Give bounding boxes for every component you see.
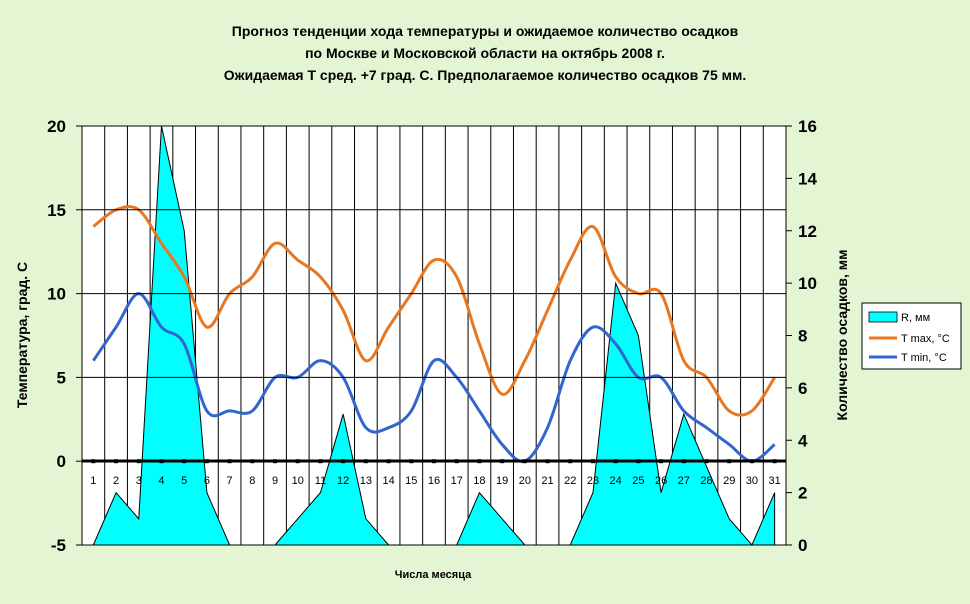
y-tick-label-right: 6	[798, 379, 807, 398]
zero-marker	[182, 459, 187, 464]
x-tick-label: 10	[292, 475, 304, 487]
day-labels: 1 2 3 4 5 6 7 8 9 10 11 12 13 14 15 16 17 18 19 20 21 22 23 24 2…	[90, 459, 781, 487]
chart-title-line-2: по Москве и Московской области на октябр…	[305, 45, 665, 61]
zero-marker	[432, 459, 436, 464]
right-axis-ticks: 0 2 4 6 8 10 12 14 16	[786, 117, 817, 555]
zero-marker	[477, 459, 482, 464]
zero-marker	[159, 459, 164, 464]
x-tick-label: 30	[746, 475, 758, 487]
chart-title-line-1: Прогноз тенденции хода температуры и ожи…	[232, 23, 739, 39]
zero-marker	[522, 459, 527, 464]
zero-marker	[545, 459, 550, 464]
x-tick-label: 5	[181, 475, 187, 487]
zero-marker	[659, 459, 664, 464]
zero-marker	[749, 459, 754, 464]
y-tick-label-right: 8	[798, 327, 807, 346]
x-tick-label: 20	[519, 475, 531, 487]
chart-title-line-3: Ожидаемая Т сред. +7 град. С. Предполага…	[224, 67, 746, 83]
legend-label-precip: R, мм	[901, 312, 930, 324]
zero-marker	[227, 459, 232, 464]
x-tick-label: 25	[632, 475, 644, 487]
y-tick-label-left: 5	[57, 368, 66, 387]
zero-marker	[341, 459, 346, 464]
vertical-grid	[104, 126, 764, 545]
x-tick-label: 1	[90, 475, 96, 487]
x-tick-label: 15	[405, 475, 417, 487]
legend-swatch-precip	[868, 311, 898, 323]
y-tick-label-right: 2	[798, 484, 807, 503]
y-tick-label-right: 4	[798, 431, 808, 450]
x-tick-label: 29	[723, 475, 735, 487]
x-tick-label: 22	[564, 475, 576, 487]
zero-marker	[273, 459, 278, 464]
x-tick-label: 31	[769, 475, 781, 487]
zero-marker	[363, 459, 368, 464]
zero-marker	[204, 459, 209, 464]
x-tick-label: 4	[158, 475, 164, 487]
zero-marker	[386, 459, 391, 464]
x-tick-label: 12	[337, 475, 349, 487]
zero-marker	[500, 459, 505, 464]
zero-marker	[114, 459, 119, 464]
x-tick-label: 19	[496, 475, 508, 487]
y-tick-label-left: -5	[51, 536, 66, 555]
zero-marker	[636, 459, 641, 464]
zero-marker	[91, 459, 96, 464]
x-tick-label: 6	[204, 475, 210, 487]
zero-marker	[454, 459, 459, 464]
y-tick-label-left: 10	[47, 285, 66, 304]
zero-marker	[704, 459, 709, 464]
x-tick-label: 3	[136, 475, 142, 487]
x-tick-label: 26	[655, 475, 667, 487]
x-tick-label: 28	[700, 475, 712, 487]
y-axis-right-title: Количество осадков, мм	[834, 250, 850, 421]
y-tick-label-right: 14	[798, 169, 817, 188]
x-tick-label: 9	[272, 475, 278, 487]
precip-area	[92, 125, 776, 546]
x-tick-label: 7	[227, 475, 233, 487]
y-axis-left-title: Температура, град. С	[14, 262, 30, 408]
x-tick-label: 27	[678, 475, 690, 487]
x-tick-label: 16	[428, 475, 440, 487]
zero-marker	[318, 459, 323, 464]
legend: R, мм T max, °C T min, °C	[861, 302, 962, 370]
zero-marker	[136, 459, 141, 464]
x-tick-label: 8	[249, 475, 255, 487]
zero-marker	[590, 459, 595, 464]
y-tick-label-left: 20	[47, 117, 66, 136]
x-tick-label: 13	[360, 475, 372, 487]
y-tick-label-left: 0	[57, 452, 66, 471]
x-tick-label: 18	[473, 475, 485, 487]
x-tick-label: 21	[541, 475, 553, 487]
x-tick-label: 24	[610, 475, 622, 487]
x-tick-label: 2	[113, 475, 119, 487]
y-tick-label-left: 15	[47, 201, 66, 220]
x-tick-label: 23	[587, 475, 599, 487]
zero-marker	[681, 459, 686, 464]
y-tick-label-right: 0	[798, 536, 807, 555]
zero-marker	[613, 459, 618, 464]
zero-marker	[409, 459, 414, 464]
zero-marker	[772, 459, 777, 464]
legend-label-tmax: T max, °C	[901, 333, 950, 345]
zero-marker	[568, 459, 573, 464]
x-tick-label: 11	[315, 475, 326, 487]
x-axis-title: Числа месяца	[395, 569, 472, 581]
x-tick-label: 14	[382, 475, 394, 487]
legend-label-tmin: T min, °C	[901, 352, 947, 364]
x-tick-label: 17	[451, 475, 463, 487]
zero-marker	[727, 459, 732, 464]
y-tick-label-right: 12	[798, 222, 817, 241]
zero-marker	[250, 459, 255, 464]
y-tick-label-right: 16	[798, 117, 817, 136]
zero-marker	[295, 459, 300, 464]
precipitation-series	[92, 125, 776, 546]
y-tick-label-right: 10	[798, 274, 817, 293]
